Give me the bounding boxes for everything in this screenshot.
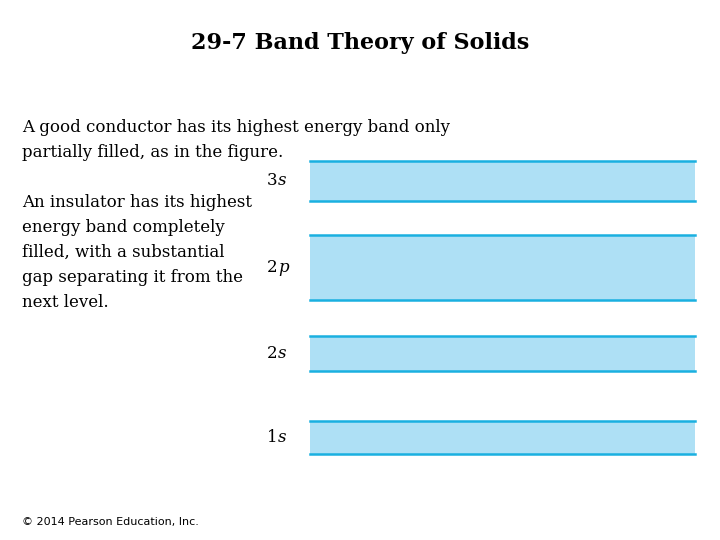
- Text: s: s: [278, 429, 287, 446]
- Text: 2: 2: [266, 345, 277, 362]
- Text: s: s: [278, 172, 287, 190]
- Bar: [310, 336, 695, 372]
- Text: 2: 2: [266, 259, 277, 276]
- Text: s: s: [278, 345, 287, 362]
- Text: A good conductor has its highest energy band only
partially filled, as in the fi: A good conductor has its highest energy …: [22, 119, 449, 160]
- Text: 3: 3: [266, 172, 277, 190]
- Text: An insulator has its highest
energy band completely
filled, with a substantial
g: An insulator has its highest energy band…: [22, 194, 251, 310]
- Text: © 2014 Pearson Education, Inc.: © 2014 Pearson Education, Inc.: [22, 516, 199, 526]
- Text: p: p: [278, 259, 289, 276]
- Bar: [310, 421, 695, 454]
- Bar: [310, 235, 695, 300]
- Bar: [310, 160, 695, 201]
- Text: 29-7 Band Theory of Solids: 29-7 Band Theory of Solids: [191, 32, 529, 54]
- Text: 1: 1: [266, 429, 277, 446]
